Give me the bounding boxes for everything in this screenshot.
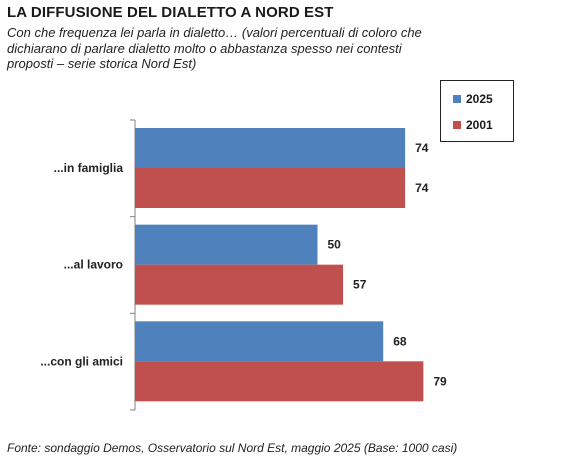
category-label: ...con gli amici (40, 354, 123, 368)
bar-2001 (135, 168, 406, 208)
data-label: 79 (433, 374, 447, 388)
chart-title: LA DIFFUSIONE DEL DIALETTO A NORD EST (7, 4, 334, 21)
chart-subtitle: Con che frequenza lei parla in dialetto…… (7, 25, 422, 71)
legend-label-2001: 2001 (466, 118, 493, 132)
legend: 2025 2001 (440, 80, 514, 142)
category-label: ...in famiglia (54, 161, 124, 175)
data-label: 57 (353, 278, 367, 292)
legend-item-2001: 2001 (453, 118, 493, 132)
bar-2025 (135, 224, 318, 265)
category-label: ...al lavoro (64, 258, 123, 272)
data-label: 50 (328, 238, 342, 252)
data-label: 74 (415, 141, 429, 155)
data-label: 68 (393, 334, 407, 348)
bar-2025 (135, 128, 406, 168)
source-note: Fonte: sondaggio Demos, Osservatorio sul… (7, 441, 458, 455)
legend-label-2025: 2025 (466, 92, 493, 106)
bar-2025 (135, 321, 384, 362)
bar-2001 (135, 361, 424, 402)
data-label: 74 (415, 181, 429, 195)
legend-swatch-2025 (453, 95, 461, 103)
bar-2001 (135, 264, 344, 305)
legend-item-2025: 2025 (453, 92, 493, 106)
legend-swatch-2001 (453, 121, 461, 129)
